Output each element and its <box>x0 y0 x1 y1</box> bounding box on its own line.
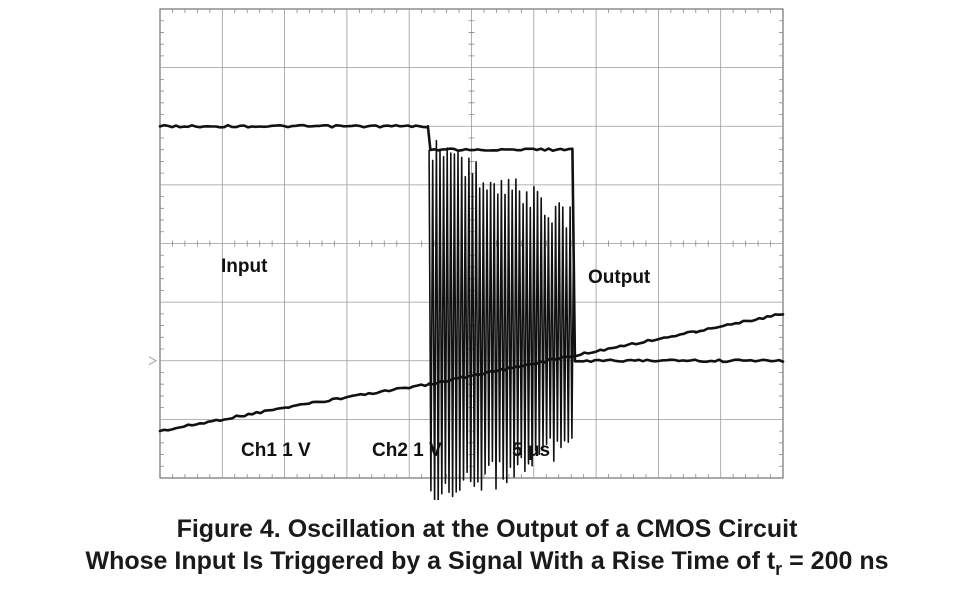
input-trace-label: Input <box>221 256 268 277</box>
timebase-label: 5 μs <box>512 440 550 461</box>
figure-caption-line-2: Whose Input Is Triggered by a Signal Wit… <box>0 545 974 585</box>
oscilloscope-chart: Input Output Ch1 1 V Ch2 1 V 5 μs <box>148 8 785 500</box>
graticule-minor-ticks <box>160 9 783 478</box>
caption-line-2-tail: = 200 ns <box>782 547 889 575</box>
ch2-scale-label: Ch2 1 V <box>372 440 442 461</box>
channel-ground-marker-icon <box>148 356 158 366</box>
ground-marker <box>148 356 158 366</box>
figure-caption-line-1: Figure 4. Oscillation at the Output of a… <box>176 515 798 543</box>
caption-subscript: r <box>775 559 783 579</box>
oscillation-burst <box>428 139 575 500</box>
trace-output <box>158 123 785 364</box>
ch1-scale-label: Ch1 1 V <box>241 440 311 461</box>
chart-traces <box>158 123 785 500</box>
caption-line-2-main: Whose Input Is Triggered by a Signal Wit… <box>85 547 776 575</box>
output-trace-label: Output <box>588 267 651 288</box>
